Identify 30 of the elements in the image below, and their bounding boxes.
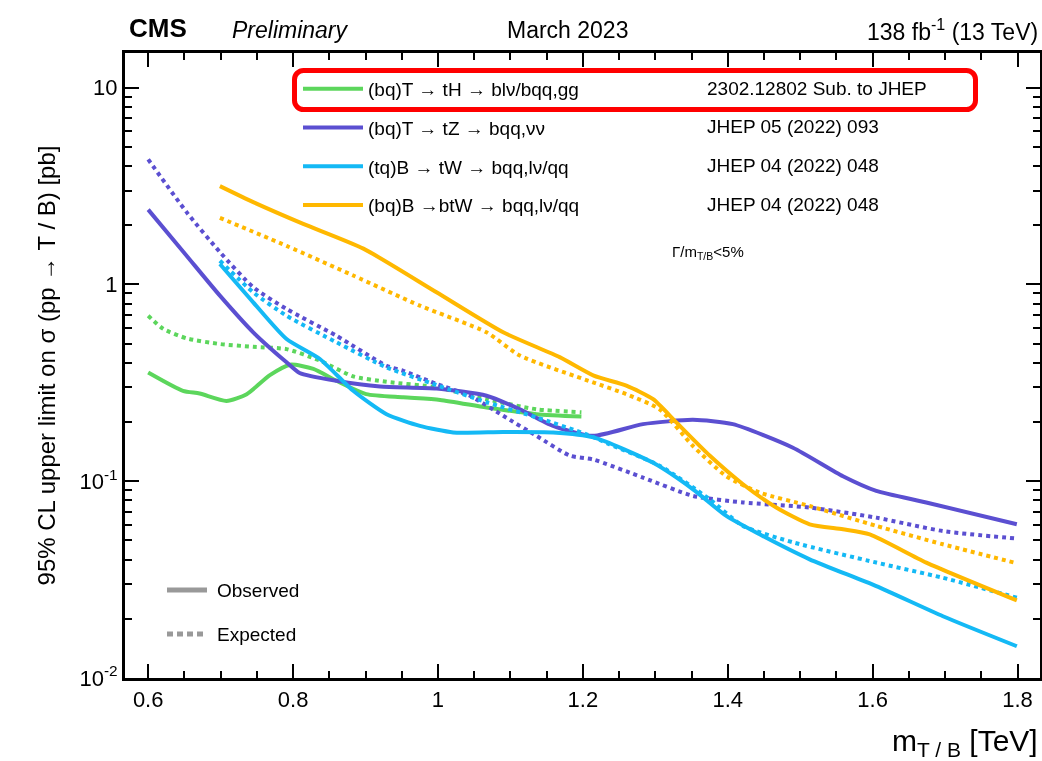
x-tick-label: 0.6 xyxy=(132,687,164,713)
legend-label: (bq)T → tH → blν/bqq,gg xyxy=(368,79,579,101)
x-tick-label: 0.8 xyxy=(277,687,309,713)
y-tick-label: 10$^{-1}$ xyxy=(79,465,118,494)
text: Preliminary xyxy=(232,17,349,43)
legend-label: (bq)T → tZ → bqq,νν xyxy=(368,117,546,139)
x-tick-label: 1.6 xyxy=(857,687,888,713)
annotation: Observed xyxy=(217,580,300,601)
text: 138 fb$^{-1}$ (13 TeV) xyxy=(867,15,1039,45)
x-tick-label: 1.8 xyxy=(1002,687,1033,713)
text: CMS xyxy=(129,13,187,43)
y-tick-label: 10 xyxy=(93,75,118,101)
annotation: 2302.12802 Sub. to JHEP xyxy=(707,78,927,99)
y-tick-label: 1 xyxy=(105,272,118,298)
y-axis-title: 95% CL upper limit on σ (pp → T / B) [pb] xyxy=(32,145,60,586)
annotation: JHEP 04 (2022) 048 xyxy=(707,194,879,215)
annotation: Expected xyxy=(217,624,297,645)
annotation: JHEP 04 (2022) 048 xyxy=(707,155,879,176)
x-tick-label: 1 xyxy=(431,687,445,713)
text: March 2023 xyxy=(507,17,629,43)
x-tick-label: 1.2 xyxy=(567,687,599,713)
annotation: JHEP 05 (2022) 093 xyxy=(707,116,879,137)
legend-label: (bq)B →btW → bqq,lν/qq xyxy=(368,195,580,217)
x-tick-label: 1.4 xyxy=(712,687,744,713)
line-series xyxy=(217,184,1019,603)
y-tick-label: 10$^{-2}$ xyxy=(79,662,118,691)
legend-label: (tq)B → tW → bqq,lν/qq xyxy=(368,156,569,178)
line-series xyxy=(146,313,584,415)
x-axis-title: m$_{T / B}$ [TeV] xyxy=(892,724,1038,761)
annotation: Γ/m$_{T/B}$<5% xyxy=(672,243,744,263)
